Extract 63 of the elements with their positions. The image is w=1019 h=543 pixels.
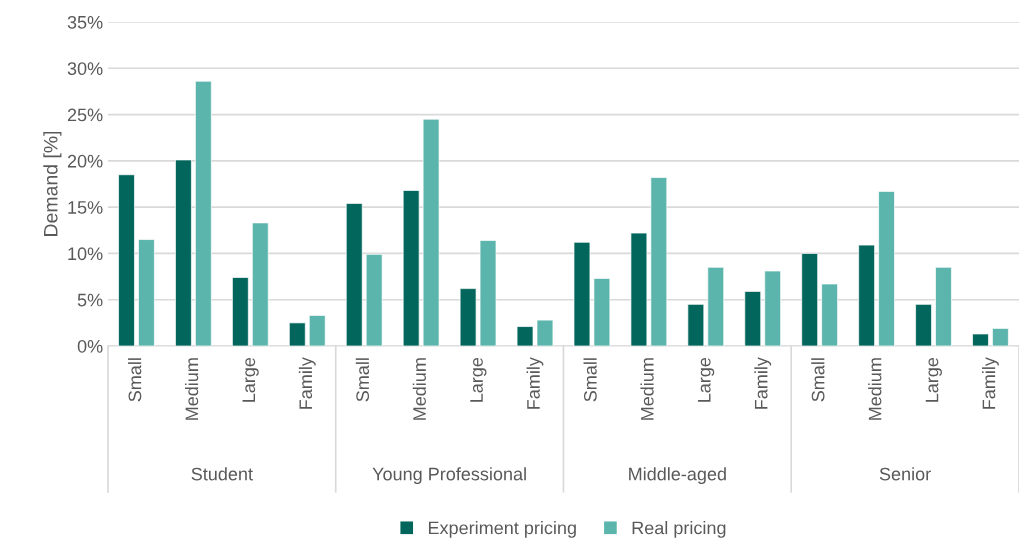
bar xyxy=(878,191,895,346)
bar xyxy=(308,315,326,346)
bar xyxy=(972,333,989,346)
bar xyxy=(118,174,135,346)
bar xyxy=(365,254,383,346)
x-tick-label: Medium xyxy=(184,358,199,420)
x-tick-label: Family xyxy=(526,357,544,409)
bar xyxy=(707,266,725,346)
y-tick-label: 20% xyxy=(67,154,103,168)
bar xyxy=(345,203,363,346)
bar xyxy=(764,270,782,346)
x-tick-label: Large xyxy=(470,357,487,402)
x-tick-label: Large xyxy=(925,357,942,402)
bar xyxy=(821,283,838,346)
bar xyxy=(536,319,554,346)
bar xyxy=(251,222,269,346)
x-tick-label: Medium xyxy=(640,358,654,420)
y-tick-label: 35% xyxy=(67,15,103,29)
bar xyxy=(516,326,534,346)
legend-label: Experiment pricing xyxy=(428,521,576,538)
bar xyxy=(992,328,1009,346)
y-axis-title: Demand [%] xyxy=(43,131,62,236)
bar xyxy=(593,278,611,346)
bar xyxy=(459,288,477,346)
x-tick-label: Medium xyxy=(868,358,882,420)
bar xyxy=(479,240,497,346)
text: Young Professional xyxy=(372,467,526,485)
x-tick-label: Small xyxy=(811,358,825,402)
bar xyxy=(630,232,648,346)
x-tick-label: Small xyxy=(583,358,597,402)
y-tick-label: 15% xyxy=(68,201,103,214)
bar xyxy=(801,253,819,346)
x-tick-label: Small xyxy=(355,358,370,402)
bar xyxy=(744,291,762,346)
text: Senior xyxy=(879,467,931,481)
bar xyxy=(915,303,932,346)
bar xyxy=(573,241,591,346)
x-tick-label: Family xyxy=(298,357,316,409)
bar xyxy=(175,159,192,346)
text: Middle-aged xyxy=(629,467,726,485)
text: Student xyxy=(191,467,253,481)
bar xyxy=(687,303,705,346)
x-tick-label: Family xyxy=(754,357,772,409)
x-tick-label: Large xyxy=(698,357,715,402)
bar xyxy=(422,118,440,346)
x-tick-label: Small xyxy=(128,358,142,402)
x-tick-label: Medium xyxy=(412,358,426,420)
bar xyxy=(650,177,668,346)
y-tick-label: 0% xyxy=(77,339,103,353)
bar xyxy=(935,266,952,346)
x-tick-label: Family xyxy=(982,357,999,409)
bar xyxy=(195,80,212,346)
bar xyxy=(402,190,420,346)
bar xyxy=(288,322,306,346)
y-tick-label: 5% xyxy=(77,293,103,307)
legend-label: Real pricing xyxy=(632,521,726,538)
bar xyxy=(138,239,155,346)
y-tick-label: 25% xyxy=(67,108,103,122)
bar xyxy=(858,244,875,346)
y-tick-label: 30% xyxy=(67,62,103,76)
bar xyxy=(232,277,249,346)
y-tick-label: 10% xyxy=(68,247,103,261)
x-tick-label: Large xyxy=(242,357,259,402)
